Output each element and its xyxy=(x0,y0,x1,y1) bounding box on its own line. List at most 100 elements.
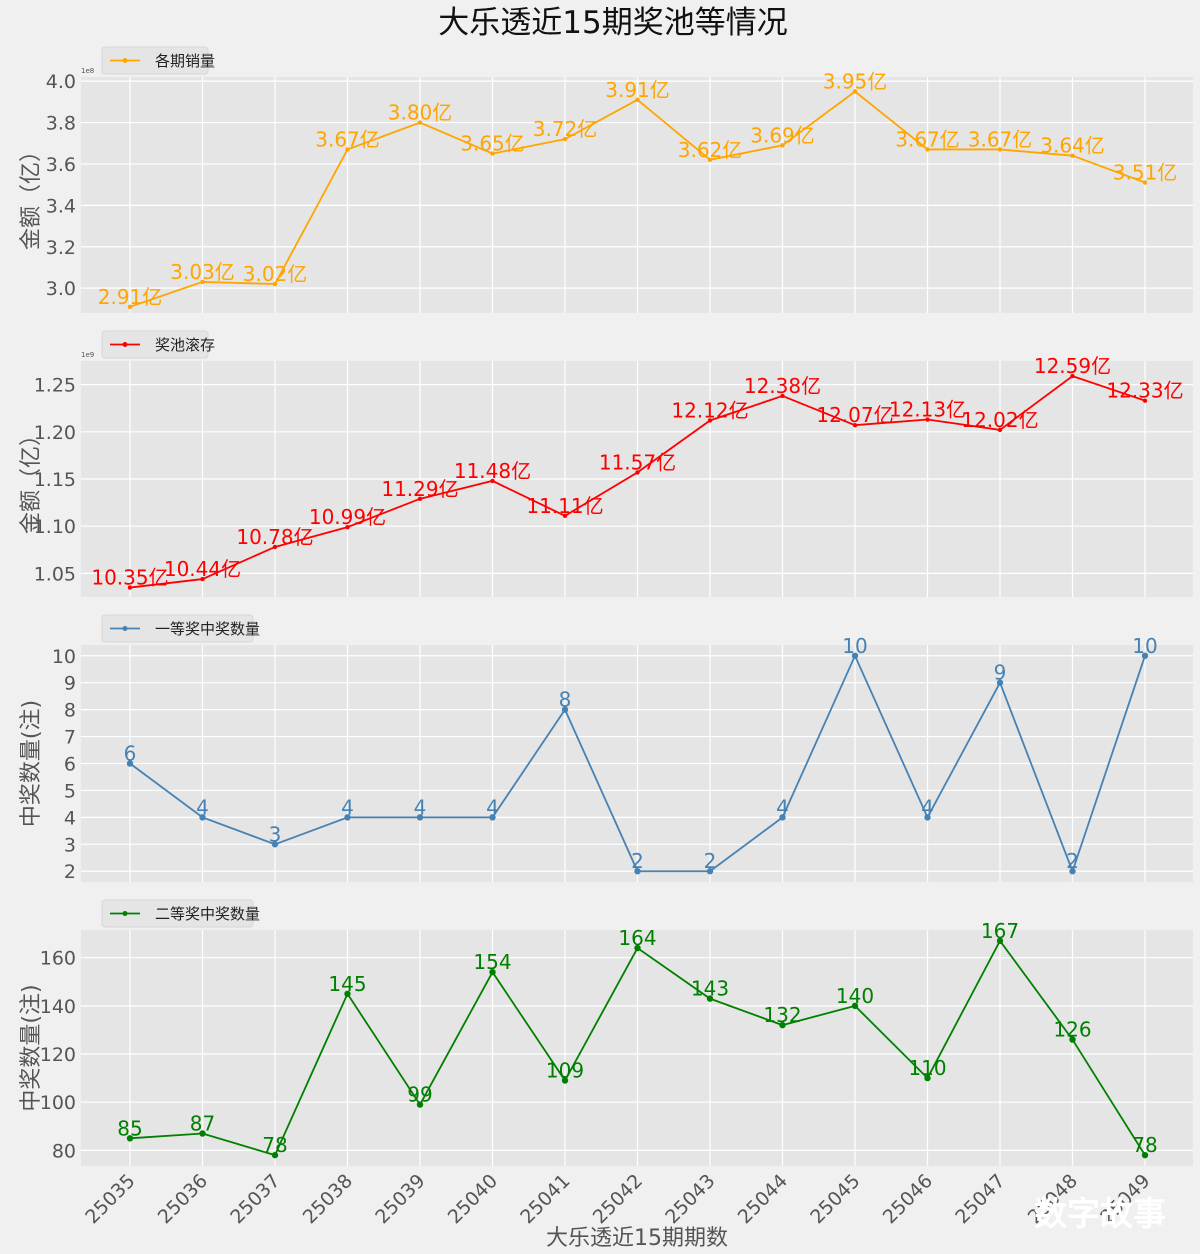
data-label: 132 xyxy=(763,1003,801,1027)
x-tick-label: 25041 xyxy=(516,1170,574,1228)
legend-box xyxy=(101,614,254,643)
x-tick-label: 25047 xyxy=(951,1170,1009,1228)
y-tick-label: 3.6 xyxy=(46,154,76,176)
data-point xyxy=(489,968,496,976)
y-tick-label: 1.20 xyxy=(34,422,76,444)
data-label: 4 xyxy=(341,795,354,819)
legend: 一等奖中奖数量 xyxy=(101,614,260,643)
data-point xyxy=(852,89,858,94)
data-label: 11.57亿 xyxy=(599,450,676,474)
data-label: 4 xyxy=(486,795,499,819)
data-point xyxy=(490,478,495,484)
data-label: 4 xyxy=(776,795,789,819)
data-point xyxy=(561,706,569,713)
data-point xyxy=(780,143,785,148)
data-point xyxy=(126,760,134,767)
data-label: 2 xyxy=(1066,849,1079,873)
y-tick-label: 9 xyxy=(64,673,76,695)
data-label: 9 xyxy=(994,661,1007,685)
data-point xyxy=(127,304,133,309)
data-label: 3.67亿 xyxy=(315,127,380,151)
y-tick-label: 3.8 xyxy=(46,113,76,135)
data-point xyxy=(345,147,350,152)
x-tick-label: 25037 xyxy=(226,1170,284,1228)
data-label: 10 xyxy=(1132,634,1157,658)
data-label: 126 xyxy=(1053,1018,1091,1042)
data-point xyxy=(344,990,351,998)
data-point xyxy=(199,1130,206,1137)
data-point xyxy=(272,544,278,550)
data-point xyxy=(1070,373,1075,379)
data-point xyxy=(707,157,713,163)
data-label: 167 xyxy=(981,919,1019,943)
data-point xyxy=(925,417,930,422)
data-label: 3.03亿 xyxy=(170,260,235,284)
data-point xyxy=(1069,868,1076,875)
legend: 奖池滚存 xyxy=(101,330,215,359)
data-point xyxy=(707,418,713,423)
x-tick-label: 25044 xyxy=(734,1170,792,1228)
y-tick-label: 160 xyxy=(40,948,76,970)
data-point xyxy=(562,513,568,519)
data-point xyxy=(779,1021,786,1029)
data-label: 85 xyxy=(117,1116,142,1140)
y-tick-label: 3.4 xyxy=(46,195,76,217)
data-point xyxy=(779,814,786,821)
data-label: 164 xyxy=(618,926,656,950)
data-label: 12.13亿 xyxy=(889,398,966,422)
x-tick-label: 25040 xyxy=(444,1170,502,1228)
data-label: 12.33亿 xyxy=(1106,379,1183,403)
data-point xyxy=(851,652,859,659)
data-point xyxy=(924,1074,931,1082)
data-point xyxy=(852,422,858,428)
data-label: 145 xyxy=(328,972,366,996)
data-point xyxy=(996,937,1004,945)
y-tick-label: 120 xyxy=(40,1044,76,1066)
data-label: 12.38亿 xyxy=(744,374,821,398)
data-label: 143 xyxy=(691,977,729,1001)
x-tick-label: 25035 xyxy=(81,1170,139,1228)
data-point xyxy=(635,97,640,102)
data-label: 10.35亿 xyxy=(91,566,168,590)
data-label: 4 xyxy=(921,795,934,819)
legend-box xyxy=(101,330,209,359)
data-point xyxy=(635,470,640,475)
y-tick-label: 7 xyxy=(64,727,76,749)
y-tick-label: 3 xyxy=(64,834,76,856)
data-label: 10.99亿 xyxy=(309,505,386,529)
chart-panels: 3.0 3.2 3.4 3.6 3.8 4.0 1e8 金额（亿） 2.91亿 3.03亿 3.02… xyxy=(19,46,1193,1228)
data-label: 12.02亿 xyxy=(961,408,1038,432)
data-label: 10.78亿 xyxy=(236,525,313,549)
data-point xyxy=(490,151,495,156)
y-tick-label: 3.0 xyxy=(46,278,76,300)
data-point xyxy=(924,814,931,821)
legend-label: 各期销量 xyxy=(155,52,215,70)
data-point xyxy=(997,427,1003,433)
data-point xyxy=(200,279,205,285)
data-label: 87 xyxy=(190,1111,215,1135)
data-label: 3.72亿 xyxy=(533,117,598,141)
x-tick-label: 25043 xyxy=(661,1170,719,1228)
y-tick-label: 8 xyxy=(64,700,76,722)
data-point xyxy=(1070,153,1075,158)
x-tick-label: 25038 xyxy=(299,1170,357,1228)
y-axis-label: 中奖数量(注) xyxy=(19,984,44,1111)
legend-box xyxy=(101,46,209,75)
data-label: 2 xyxy=(704,849,717,873)
data-point xyxy=(634,944,641,952)
panel-4: 80 100 120 140 160 中奖数量(注) 85 87 78 145 99 154 109 16… xyxy=(19,899,1193,1228)
data-label: 8 xyxy=(559,688,572,712)
legend-label: 奖池滚存 xyxy=(155,336,215,354)
data-point xyxy=(417,120,423,125)
y-tick-label: 1.10 xyxy=(34,516,76,538)
data-label: 3.02亿 xyxy=(243,262,308,286)
data-point xyxy=(561,1077,569,1084)
data-label: 6 xyxy=(124,742,137,766)
data-point xyxy=(271,1151,279,1159)
data-point xyxy=(1142,180,1148,185)
data-point xyxy=(851,1002,859,1010)
data-point xyxy=(1142,398,1148,403)
data-label: 3.67亿 xyxy=(968,127,1033,151)
legend-label: 一等奖中奖数量 xyxy=(155,620,260,638)
data-point xyxy=(126,1135,134,1142)
